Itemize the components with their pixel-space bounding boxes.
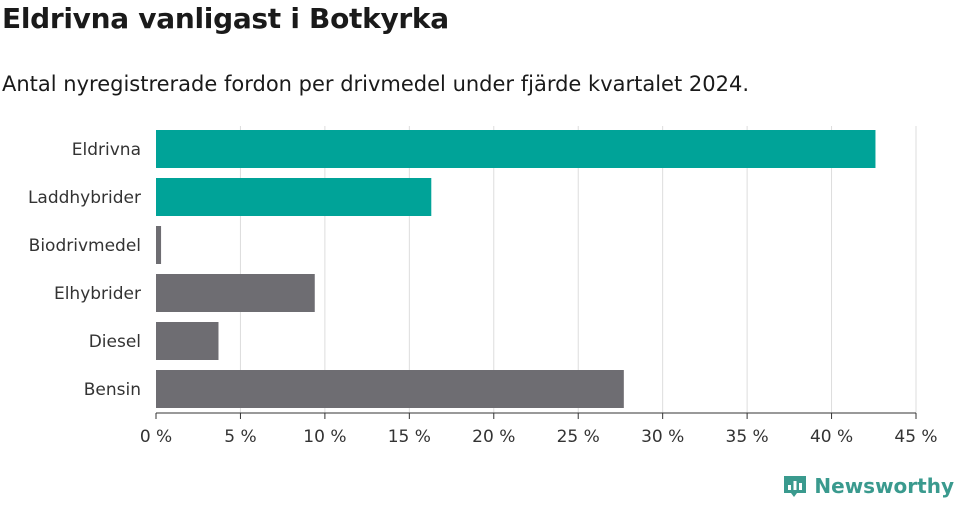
chart-subtitle: Antal nyregistrerade fordon per drivmede… bbox=[2, 72, 750, 96]
x-tick-label: 20 % bbox=[472, 427, 515, 447]
bar-laddhybrider bbox=[156, 178, 432, 216]
x-tick-label: 40 % bbox=[810, 427, 853, 447]
category-label: Eldrivna bbox=[72, 140, 141, 160]
x-tick-label: 10 % bbox=[303, 427, 346, 447]
newsworthy-logo-icon bbox=[784, 476, 807, 497]
brand-name: Newsworthy bbox=[814, 474, 954, 498]
chart-title: Eldrivna vanligast i Botkyrka bbox=[2, 2, 449, 35]
bar-bensin bbox=[156, 370, 624, 408]
bar-eldrivna bbox=[156, 130, 876, 168]
x-tick-label: 5 % bbox=[224, 427, 256, 447]
category-label: Bensin bbox=[84, 380, 141, 400]
bar-elhybrider bbox=[156, 274, 315, 312]
bar-biodrivmedel bbox=[156, 226, 162, 264]
x-tick-label: 25 % bbox=[557, 427, 600, 447]
category-label: Elhybrider bbox=[54, 284, 141, 304]
x-tick-label: 35 % bbox=[726, 427, 769, 447]
bar-diesel bbox=[156, 322, 219, 360]
x-tick-label: 0 % bbox=[140, 427, 172, 447]
x-tick-label: 45 % bbox=[894, 427, 937, 447]
category-label: Biodrivmedel bbox=[29, 236, 141, 256]
x-tick-label: 15 % bbox=[388, 427, 431, 447]
category-label: Diesel bbox=[89, 332, 141, 352]
brand-logo: Newsworthy bbox=[782, 473, 954, 499]
category-label: Laddhybrider bbox=[28, 188, 141, 208]
x-tick-label: 30 % bbox=[641, 427, 684, 447]
